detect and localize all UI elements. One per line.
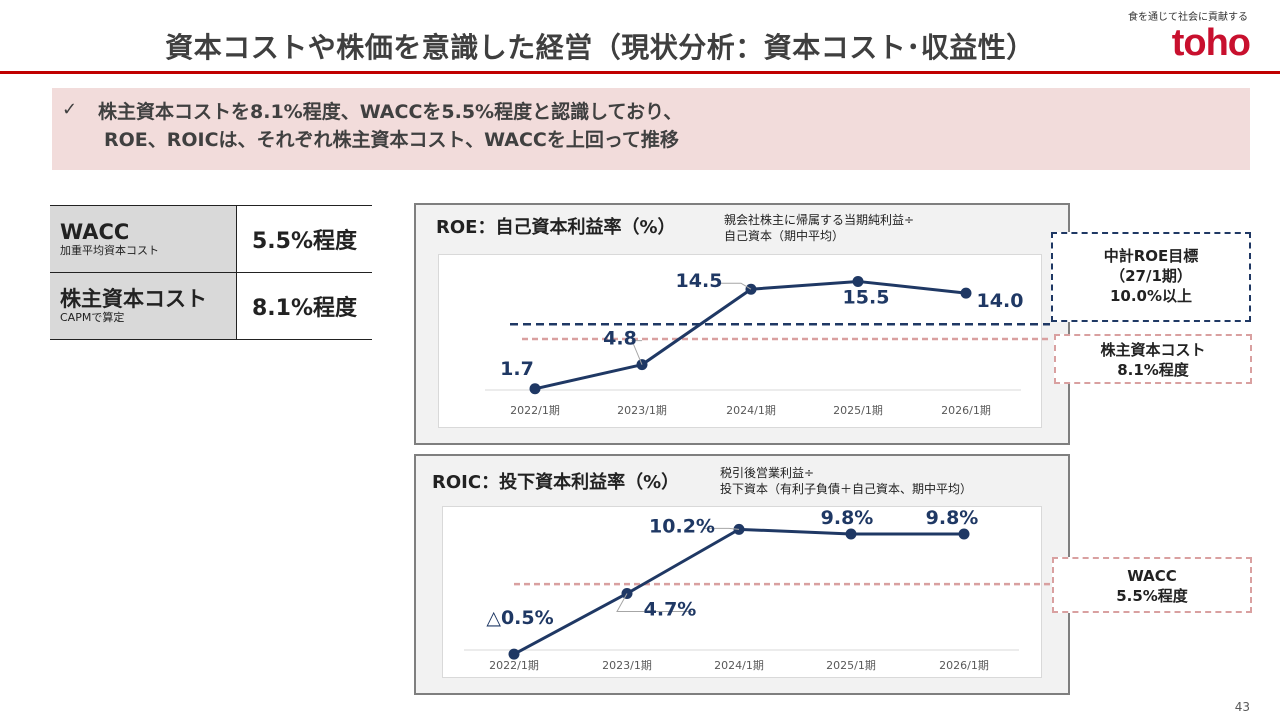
roe-definition-2: 自己資本（期中平均） (724, 229, 845, 243)
equity-cost-value: 8.1%程度 (236, 272, 372, 340)
data-label: 14.5 (676, 270, 723, 292)
data-label: 9.8% (926, 507, 979, 529)
callout-line: 株主資本コスト (1100, 341, 1206, 359)
data-label: 10.2% (649, 515, 715, 537)
roic-title: ROIC：投下資本利益率（%） (432, 472, 680, 493)
data-point (958, 528, 970, 540)
data-label: △0.5% (486, 607, 553, 629)
x-tick-label: 2024/1期 (714, 659, 764, 672)
company-logo: toho (1171, 22, 1251, 64)
callout-line: 5.5%程度 (1116, 587, 1188, 605)
row-label: WACC (60, 220, 130, 244)
page-number: 43 (1234, 700, 1250, 714)
check-icon: ✓ (62, 99, 78, 120)
x-tick-label: 2023/1期 (617, 404, 667, 417)
data-label: 9.8% (821, 507, 874, 529)
callout-line: （27/1期） (1110, 267, 1192, 285)
label-leader-line (704, 527, 740, 530)
capital-cost-table: WACC 加重平均資本コスト 5.5%程度 株主資本コスト CAPMで算定 8.… (50, 205, 372, 340)
roe-title: ROE：自己資本利益率（%） (436, 217, 676, 238)
wacc-label-cell: WACC 加重平均資本コスト (50, 205, 237, 273)
table-row: 株主資本コスト CAPMで算定 8.1%程度 (50, 272, 372, 340)
callout-line: 10.0%以上 (1109, 287, 1193, 305)
x-tick-label: 2023/1期 (602, 659, 652, 672)
summary-line-1: 株主資本コストを8.1%程度、WACCを5.5%程度と認識しており、 (98, 101, 683, 123)
wacc-callout: WACC 5.5%程度 (1052, 557, 1252, 613)
title-divider (0, 71, 1280, 74)
x-tick-label: 2026/1期 (939, 659, 989, 672)
summary-banner (52, 88, 1250, 170)
equity-cost-label-cell: 株主資本コスト CAPMで算定 (50, 272, 237, 340)
row-label: 株主資本コスト (60, 287, 207, 311)
label-leader-line (631, 340, 643, 365)
data-point (529, 383, 541, 395)
page-title: 資本コストや株価を意識した経営（現状分析：資本コスト･収益性） (165, 31, 1035, 64)
data-label: 4.8 (603, 328, 637, 350)
x-tick-label: 2025/1期 (833, 404, 883, 417)
callout-line: 中計ROE目標 (1103, 247, 1199, 265)
roe-target-callout: 中計ROE目標 （27/1期） 10.0%以上 (1051, 232, 1251, 322)
data-point (508, 648, 520, 660)
row-sublabel: CAPMで算定 (60, 311, 125, 324)
data-label: 15.5 (843, 286, 890, 308)
data-point (852, 275, 864, 287)
callout-line: WACC (1127, 567, 1177, 585)
x-tick-label: 2024/1期 (726, 404, 776, 417)
equity-cost-callout: 株主資本コスト 8.1%程度 (1054, 334, 1252, 384)
data-label: 4.7% (644, 599, 697, 621)
label-leader-line (721, 282, 752, 290)
roe-definition-1: 親会社株主に帰属する当期純利益÷ (724, 213, 915, 227)
data-point (960, 287, 972, 299)
wacc-value: 5.5%程度 (236, 205, 372, 273)
x-tick-label: 2026/1期 (941, 404, 991, 417)
x-tick-label: 2022/1期 (489, 659, 539, 672)
x-tick-label: 2025/1期 (826, 659, 876, 672)
x-tick-label: 2022/1期 (510, 404, 560, 417)
row-sublabel: 加重平均資本コスト (60, 244, 159, 257)
callout-line: 8.1%程度 (1117, 361, 1189, 379)
data-point (845, 528, 857, 540)
data-label: 14.0 (977, 290, 1024, 312)
roic-definition-2: 投下資本（有利子負債＋自己資本、期中平均） (720, 482, 973, 496)
summary-line-2: ROE、ROICは、それぞれ株主資本コスト、WACCを上回って推移 (104, 129, 679, 151)
series-line (513, 527, 964, 656)
company-tagline: 食を通じて社会に貢献する (1128, 12, 1248, 23)
table-row: WACC 加重平均資本コスト 5.5%程度 (50, 205, 372, 273)
label-leader-line (616, 593, 692, 612)
roic-definition-1: 税引後営業利益÷ (720, 466, 815, 480)
data-label: 1.7 (500, 358, 534, 380)
